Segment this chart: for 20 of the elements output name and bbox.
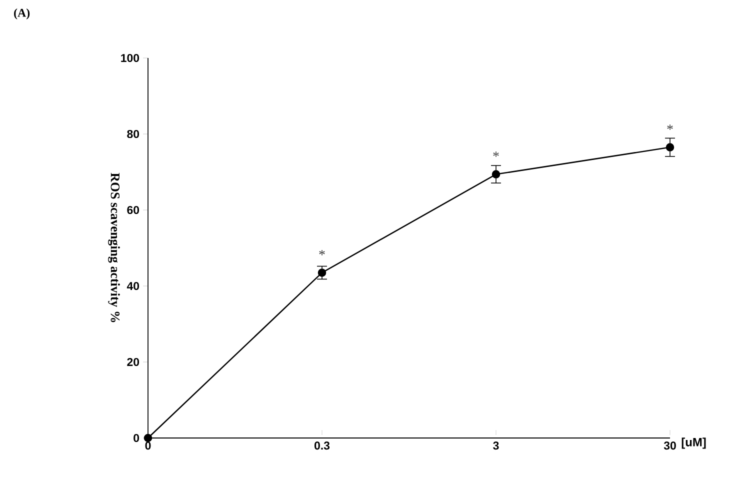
point [492,170,500,178]
x-axis-title: [uM] [682,438,706,449]
x-tick-label: 0.3 [314,442,330,450]
point [144,434,152,442]
y-tick-label: 20 [127,358,140,366]
annotation: * [667,124,673,130]
y-tick-label: 80 [127,130,140,138]
y-tick-label: 60 [127,206,140,214]
point [666,143,674,152]
x-tick-label: 3 [493,442,499,450]
y-tick-label: 0 [134,434,140,442]
x-tick-label: 30 [664,442,676,450]
x-tick-label: 0 [145,442,151,450]
annotation: * [493,152,499,157]
point [318,268,326,277]
y-tick-label: 100 [121,54,140,62]
y-tick-label: 40 [126,282,140,290]
text: (A) [14,8,30,20]
y-axis-title: ROS scavenging activity % [108,172,120,322]
annotation: * [319,250,325,256]
